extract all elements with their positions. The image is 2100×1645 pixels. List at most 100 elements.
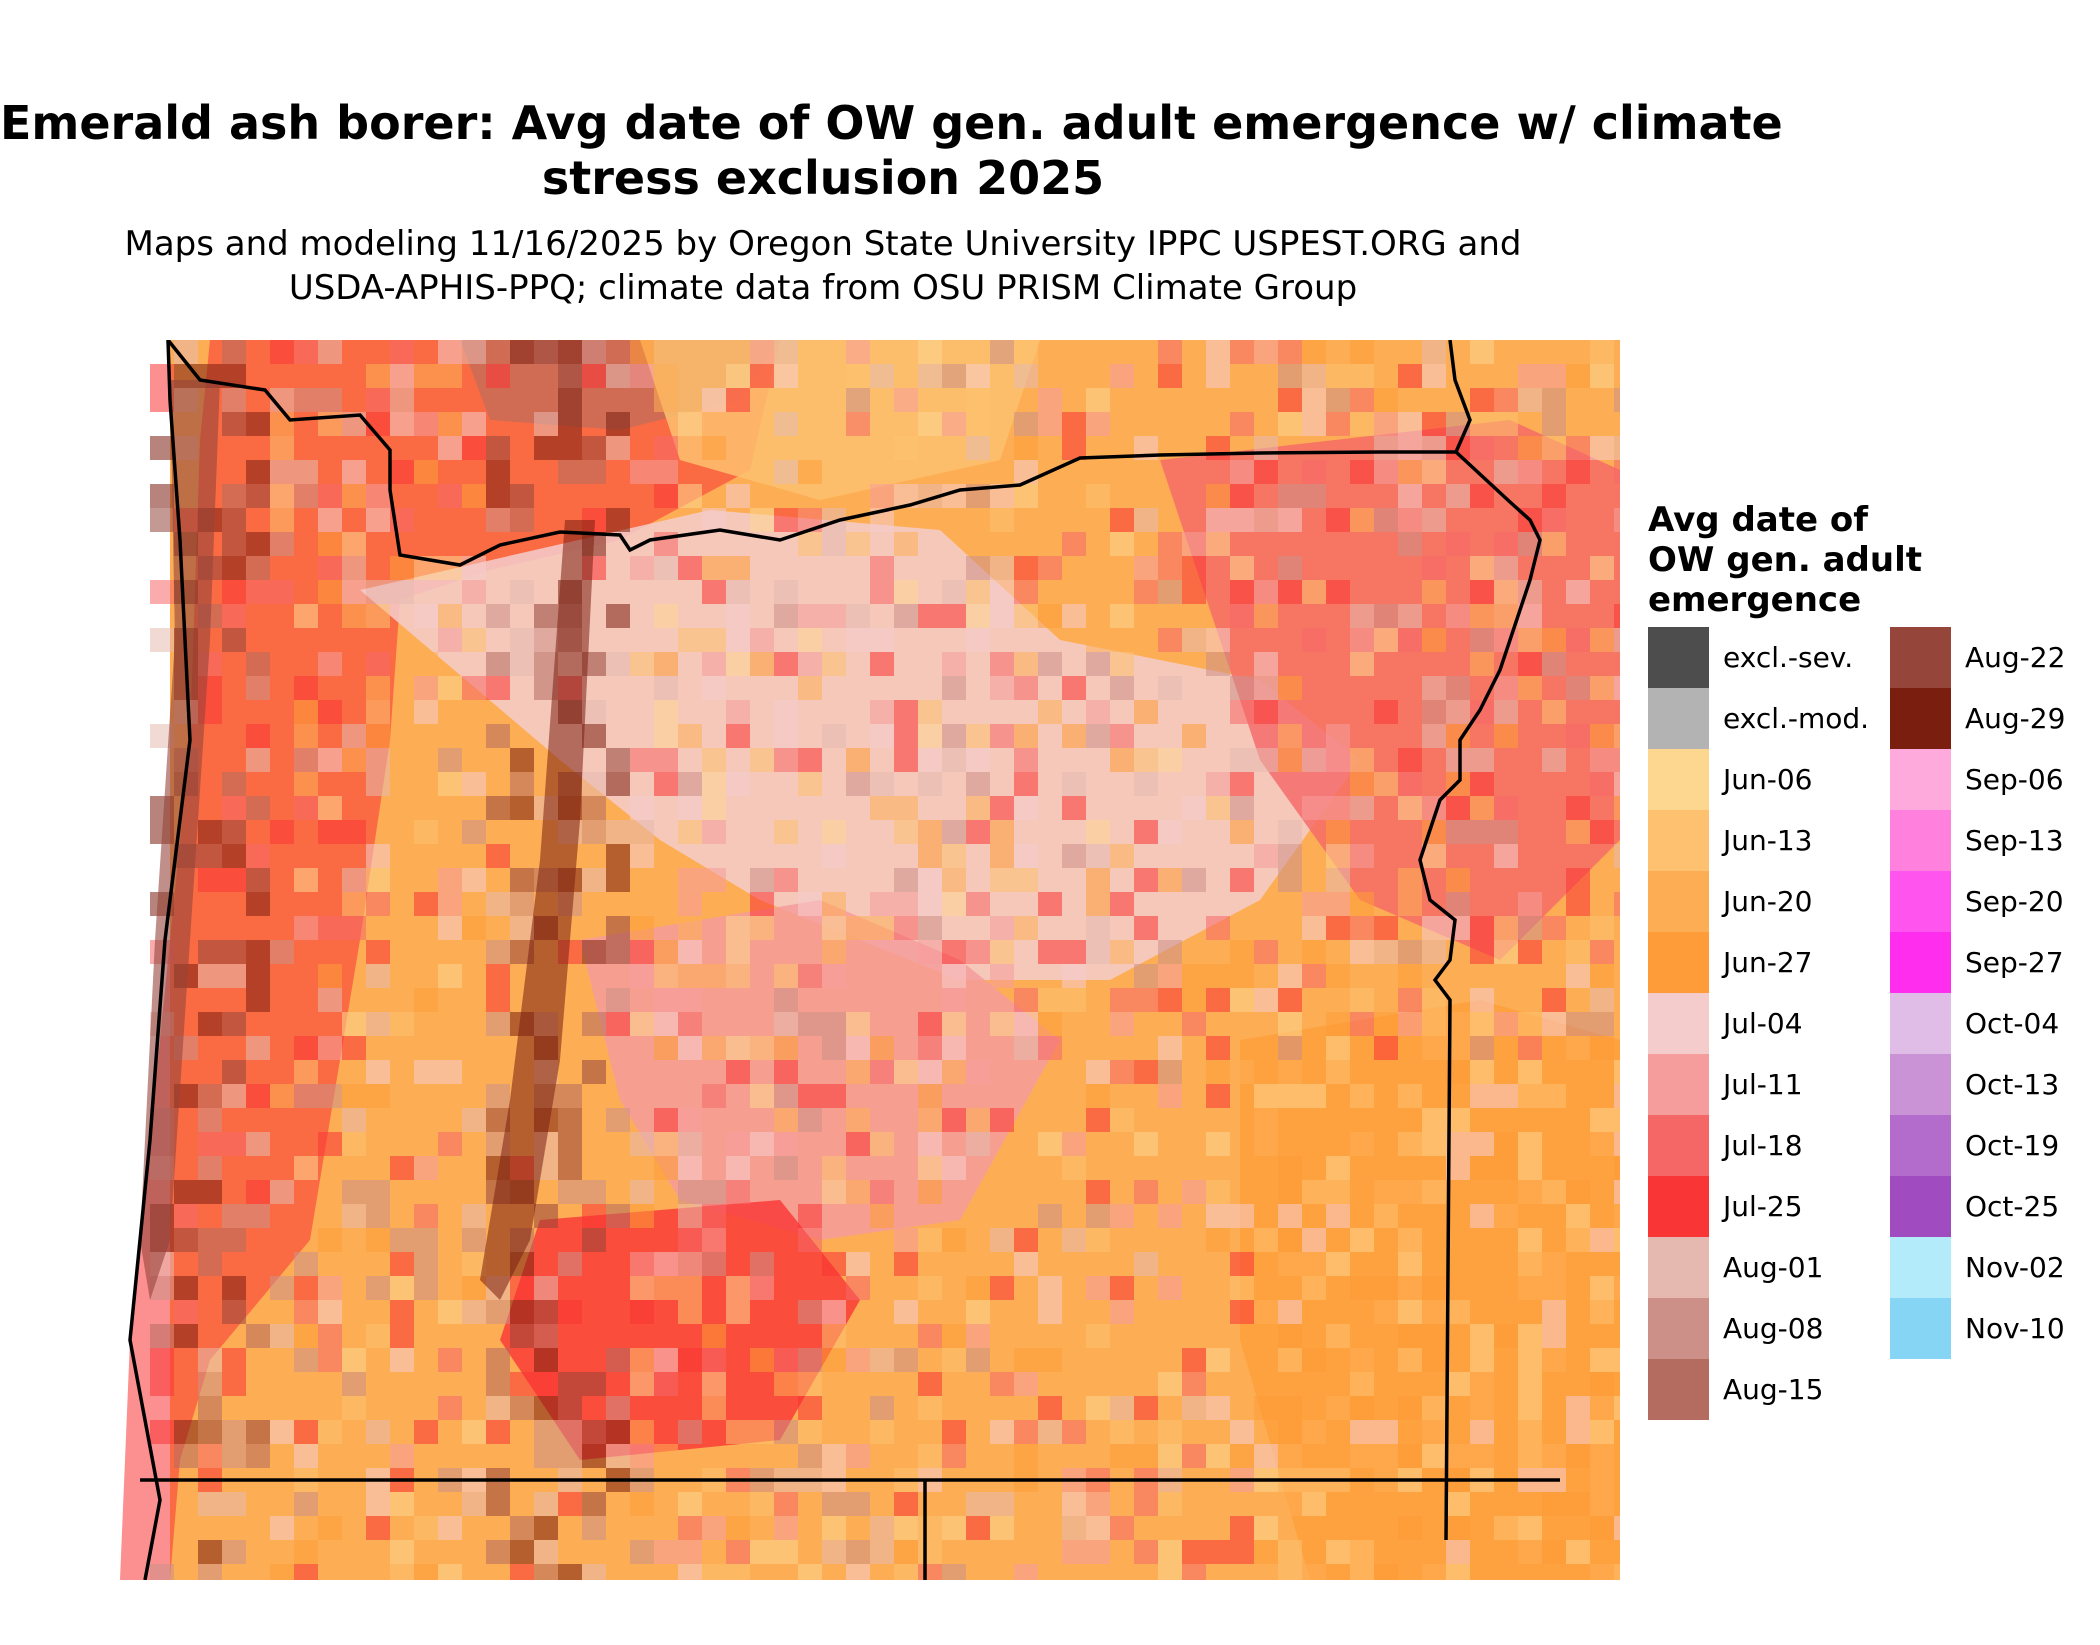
raster-cell: [702, 388, 726, 412]
raster-cell: [318, 1420, 342, 1444]
raster-cell: [894, 820, 918, 844]
raster-cell: [294, 1564, 318, 1580]
raster-cell: [966, 1108, 990, 1132]
raster-cell: [222, 1300, 246, 1324]
legend-label: Jun-06: [1723, 763, 1813, 796]
raster-cell: [318, 748, 342, 772]
raster-cell: [294, 676, 318, 700]
raster-cell: [294, 1516, 318, 1540]
raster-cell: [1566, 1012, 1590, 1036]
raster-cell: [1110, 652, 1134, 676]
raster-cell: [1614, 1108, 1620, 1132]
raster-cell: [1422, 1564, 1446, 1580]
raster-cell: [1590, 940, 1614, 964]
raster-cell: [1062, 604, 1086, 628]
raster-cell: [870, 892, 894, 916]
raster-cell: [222, 1084, 246, 1108]
raster-cell: [1230, 772, 1254, 796]
raster-cell: [1086, 1348, 1110, 1372]
raster-cell: [1326, 1540, 1350, 1564]
raster-cell: [270, 1564, 294, 1580]
raster-cell: [1182, 1012, 1206, 1036]
raster-cell: [1014, 868, 1038, 892]
raster-cell: [1422, 1108, 1446, 1132]
raster-cell: [1302, 628, 1326, 652]
raster-cell: [270, 1324, 294, 1348]
raster-cell: [1350, 772, 1374, 796]
raster-cell: [366, 1492, 390, 1516]
raster-cell: [726, 484, 750, 508]
raster-cell: [390, 1492, 414, 1516]
raster-cell: [510, 580, 534, 604]
raster-cell: [222, 1492, 246, 1516]
raster-cell: [390, 1228, 414, 1252]
raster-cell: [606, 940, 630, 964]
raster-cell: [1182, 580, 1206, 604]
raster-cell: [606, 1204, 630, 1228]
raster-cell: [318, 1228, 342, 1252]
raster-cell: [726, 1156, 750, 1180]
raster-cell: [1182, 1372, 1206, 1396]
raster-cell: [726, 1060, 750, 1084]
raster-cell: [294, 388, 318, 412]
raster-cell: [1590, 676, 1614, 700]
raster-cell: [1398, 1396, 1422, 1420]
raster-cell: [1398, 364, 1422, 388]
raster-cell: [1494, 844, 1518, 868]
raster-cell: [1230, 556, 1254, 580]
raster-cell: [1134, 1396, 1158, 1420]
raster-cell: [966, 772, 990, 796]
raster-cell: [750, 748, 774, 772]
legend-swatch: [1890, 627, 1951, 688]
raster-cell: [246, 964, 270, 988]
raster-cell: [486, 940, 510, 964]
raster-cell: [966, 436, 990, 460]
raster-cell: [1086, 892, 1110, 916]
legend-swatch: [1890, 749, 1951, 810]
raster-cell: [630, 1180, 654, 1204]
raster-cell: [1494, 1324, 1518, 1348]
raster-cell: [606, 1108, 630, 1132]
raster-cell: [246, 484, 270, 508]
raster-cell: [1038, 652, 1062, 676]
raster-cell: [1398, 1348, 1422, 1372]
raster-cell: [1278, 964, 1302, 988]
raster-cell: [774, 412, 798, 436]
raster-cell: [318, 388, 342, 412]
raster-cell: [294, 1084, 318, 1108]
raster-cell: [1566, 364, 1590, 388]
raster-cell: [846, 748, 870, 772]
raster-cell: [846, 1276, 870, 1300]
raster-cell: [798, 748, 822, 772]
raster-cell: [1110, 628, 1134, 652]
raster-cell: [1254, 508, 1278, 532]
raster-cell: [1158, 1348, 1182, 1372]
raster-cell: [894, 580, 918, 604]
raster-cell: [726, 1180, 750, 1204]
raster-cell: [1230, 1540, 1254, 1564]
raster-cell: [222, 580, 246, 604]
raster-cell: [918, 868, 942, 892]
raster-cell: [270, 436, 294, 460]
raster-cell: [390, 1300, 414, 1324]
legend-label: Sep-13: [1965, 824, 2064, 857]
raster-cell: [1302, 1084, 1326, 1108]
raster-cell: [1470, 580, 1494, 604]
raster-cell: [1038, 412, 1062, 436]
raster-cell: [1518, 628, 1542, 652]
raster-cell: [318, 988, 342, 1012]
raster-cell: [750, 1252, 774, 1276]
raster-cell: [414, 700, 438, 724]
raster-cell: [1614, 1132, 1620, 1156]
raster-cell: [1278, 364, 1302, 388]
raster-cell: [510, 340, 534, 364]
raster-cell: [1518, 1180, 1542, 1204]
raster-cell: [870, 1060, 894, 1084]
raster-cell: [1062, 1300, 1086, 1324]
raster-cell: [678, 796, 702, 820]
raster-cell: [582, 1060, 606, 1084]
raster-cell: [774, 1492, 798, 1516]
raster-cell: [774, 1108, 798, 1132]
legend-swatch: [1890, 1298, 1951, 1359]
raster-cell: [1038, 556, 1062, 580]
